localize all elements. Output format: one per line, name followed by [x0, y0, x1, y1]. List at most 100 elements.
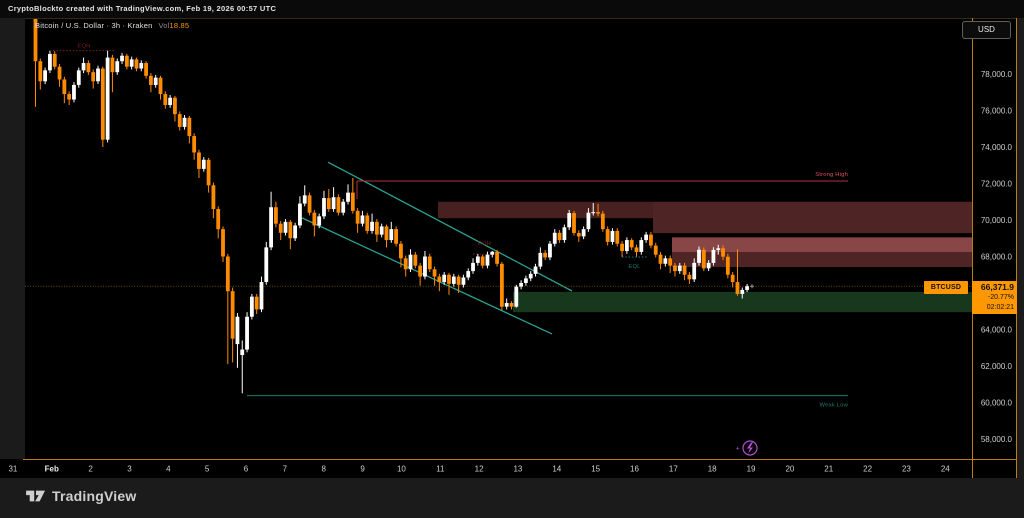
candle-body [379, 226, 384, 235]
currency-toggle-button[interactable]: USD [962, 21, 1011, 39]
candle-body [100, 68, 105, 140]
candle-body [302, 195, 307, 204]
candle-body [639, 240, 644, 252]
candle-body [38, 61, 43, 82]
channel-upper[interactable] [327, 161, 573, 292]
candle-body [533, 266, 538, 274]
time-axis-label: 13 [513, 465, 522, 474]
candle-body [355, 210, 360, 224]
candle-body [658, 254, 663, 264]
candle-body [451, 276, 456, 284]
candle-body [567, 213, 572, 228]
candle-body [552, 232, 557, 244]
candle-body [269, 207, 273, 248]
candle-body [389, 229, 394, 241]
candle-body [322, 198, 326, 217]
candle-body [173, 97, 177, 115]
candle-body [235, 316, 240, 345]
candle-body [600, 213, 605, 230]
price-axis[interactable] [972, 18, 1017, 459]
candle-body [557, 232, 562, 241]
candle-body [91, 72, 96, 82]
candle-body [504, 303, 509, 307]
candle-body [148, 75, 153, 85]
time-axis-label: 22 [863, 465, 872, 474]
candle-body [740, 289, 745, 294]
candle-body [581, 229, 586, 237]
candle-body [634, 247, 639, 252]
candle-body [350, 192, 355, 211]
time-axis-label: 2 [88, 465, 93, 474]
eqh-2-label: EQH [478, 241, 491, 247]
candle-body [168, 97, 173, 106]
candle-body [673, 265, 677, 272]
candle-body [274, 207, 278, 224]
time-axis-label: 15 [591, 465, 600, 474]
price-axis-label: 74,000.0 [981, 143, 1013, 152]
time-axis-label: 18 [708, 465, 717, 474]
candle-body [730, 274, 735, 283]
candle-body [346, 192, 350, 202]
candle-body [668, 258, 673, 266]
candle-body [230, 291, 235, 339]
tradingview-logo-icon [26, 490, 45, 502]
candle-body [413, 254, 418, 266]
candle-body [605, 229, 610, 242]
candle-body [312, 212, 317, 226]
candle-body [278, 223, 283, 233]
strong-high-label: Strong High [815, 172, 848, 178]
candle-body [124, 55, 129, 67]
time-axis-label: 10 [397, 465, 406, 474]
eqh-1-label: EQH [77, 44, 90, 50]
candle-body [245, 316, 249, 350]
candle-body [485, 254, 490, 266]
time-axis-label: 21 [824, 465, 833, 474]
time-axis-label: 8 [321, 465, 326, 474]
replay-icon[interactable]: + [736, 440, 758, 456]
time-axis[interactable] [0, 459, 1017, 478]
candle-body [360, 215, 365, 224]
last-price-box: 66,371.9 -20.77% 02:02:21 [972, 281, 1017, 314]
channel-lower[interactable] [301, 217, 553, 335]
candle-body [182, 117, 187, 127]
candle-body [33, 18, 38, 62]
candle-body [586, 212, 591, 230]
supply-zone-pink [672, 237, 972, 253]
candle-body [264, 247, 269, 283]
last-price-value: 66,371.9 [980, 282, 1014, 292]
volume-value: 18.85 [169, 21, 190, 30]
time-axis-label: 24 [941, 465, 950, 474]
candle-body [620, 243, 624, 252]
candle-body [307, 195, 312, 213]
candle-body [596, 212, 600, 214]
candle-body [399, 243, 403, 259]
time-axis-label: 17 [669, 465, 678, 474]
tradingview-logo-text: TradingView [52, 488, 137, 504]
candle-body [591, 212, 596, 214]
candle-body [466, 271, 471, 278]
time-axis-label: 4 [166, 465, 171, 474]
candle-body [187, 117, 192, 137]
candle-body [548, 243, 552, 258]
candle-body [298, 203, 302, 226]
candle-body [72, 84, 76, 100]
price-axis-label: 60,000.0 [981, 399, 1013, 408]
candle-body [649, 234, 653, 246]
candle-body [519, 282, 524, 287]
candle-body [201, 159, 206, 169]
candle-body [394, 229, 398, 244]
tradingview-logo[interactable]: TradingView [26, 487, 136, 505]
time-axis-label: 16 [630, 465, 639, 474]
candle-body [341, 201, 346, 213]
replay-plus-icon: + [736, 446, 740, 453]
time-axis-label: 3 [127, 465, 132, 474]
candle-body [576, 232, 581, 237]
candle-body [211, 185, 216, 210]
candle-body [706, 262, 711, 269]
price-axis-label: 78,000.0 [981, 70, 1013, 79]
candle-body [408, 254, 413, 270]
chart-legend: Bitcoin / U.S. Dollar · 3h · Kraken Vol18… [35, 21, 189, 30]
candle-body [692, 262, 697, 280]
